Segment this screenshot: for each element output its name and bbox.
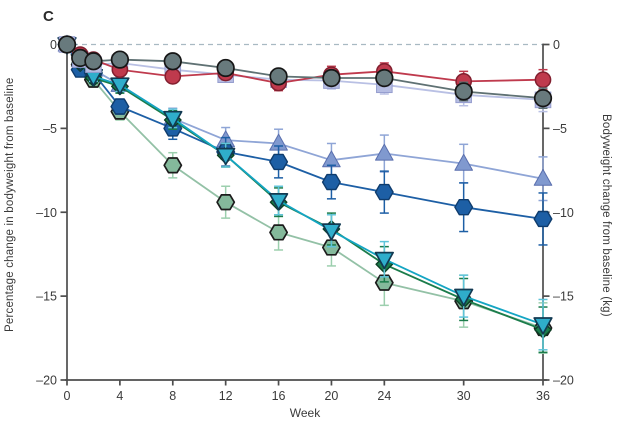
x-axis-tick-label: 8 <box>169 389 176 403</box>
marker-triangle-down <box>163 110 183 129</box>
marker-circle <box>322 68 341 88</box>
marker-triangle-down <box>268 193 289 211</box>
series-gray-circle-error-bars <box>62 42 548 109</box>
series-darkblue-hexagon <box>57 36 553 246</box>
y-axis-tick-label: –10 <box>36 206 57 220</box>
marker-triangle-down <box>321 223 342 241</box>
marker-triangle-down <box>374 251 394 270</box>
series-teal-triangle-down-line <box>66 43 544 326</box>
y-axis-tick-label: –15 <box>36 290 57 304</box>
series-darkblue-hexagon-line <box>66 43 544 220</box>
marker-triangle-up <box>375 143 394 161</box>
x-axis-tick-label: 24 <box>377 389 391 403</box>
x-axis-label: Week <box>289 406 321 420</box>
marker-hexagon <box>163 157 183 174</box>
series-lavender-square <box>58 36 552 113</box>
marker-hexagon <box>110 98 130 115</box>
x-axis-tick-label: 36 <box>536 389 550 403</box>
marker-triangle-up <box>454 153 473 171</box>
series-teal-triangle-down <box>57 37 553 351</box>
marker-circle <box>216 58 235 78</box>
marker-hexagon <box>374 274 394 291</box>
series-green-hexagon-error-bars <box>62 42 548 354</box>
series-teal-triangle-down-markers <box>57 37 553 335</box>
marker-circle <box>84 52 103 71</box>
marker-triangle-down <box>216 147 236 166</box>
y-axis-tick-label: 0 <box>50 38 57 52</box>
marker-hexagon <box>269 153 289 171</box>
panel-label: C <box>43 8 54 25</box>
marker-circle <box>533 89 553 108</box>
marker-hexagon <box>374 183 394 201</box>
marker-triangle-down <box>454 288 474 307</box>
series-darkgreen-diamond <box>58 35 552 354</box>
marker-circle <box>375 68 394 88</box>
series-green-hexagon <box>57 36 553 354</box>
x-axis-tick-label: 4 <box>116 389 123 403</box>
y-axis-right-tick-label: 0 <box>553 38 560 52</box>
series-lightblue-triangle-up-error-bars <box>62 42 548 202</box>
x-axis-tick-label: 0 <box>64 389 71 403</box>
marker-hexagon <box>533 210 553 228</box>
y-axis-right-tick-label: –10 <box>553 206 574 220</box>
x-axis-tick-label: 20 <box>324 389 338 403</box>
y-axis-right-tick-label: –20 <box>553 374 574 388</box>
y-axis-tick-label: –20 <box>36 374 57 388</box>
marker-hexagon <box>321 239 341 256</box>
series-lightblue-triangle-up-markers <box>57 34 553 186</box>
marker-triangle-down <box>533 317 553 335</box>
y-axis-right-tick-label: –5 <box>553 122 567 136</box>
x-axis-tick-label: 16 <box>272 389 286 403</box>
y-axis-tick-label: –5 <box>43 122 57 136</box>
series-gray-circle-markers <box>57 35 553 108</box>
marker-circle <box>269 67 288 86</box>
series-red-circle-error-bars <box>62 42 548 93</box>
series-gray-circle <box>57 35 553 109</box>
marker-circle <box>164 68 182 85</box>
marker-triangle-down <box>110 77 130 95</box>
x-axis-tick-label: 12 <box>219 389 233 403</box>
marker-hexagon <box>216 194 236 211</box>
marker-circle <box>534 71 552 89</box>
marker-hexagon <box>269 224 289 241</box>
marker-hexagon <box>454 198 474 216</box>
marker-hexagon <box>321 173 341 191</box>
marker-circle <box>57 35 77 54</box>
y-axis-right-label: Bodyweight change from baseline (kg) <box>600 113 612 317</box>
x-axis-tick-label: 30 <box>457 389 471 403</box>
series-darkgreen-diamond-error-bars <box>62 42 548 354</box>
marker-triangle-up <box>533 169 553 186</box>
marker-circle <box>110 50 130 69</box>
marker-circle <box>163 52 182 71</box>
marker-circle <box>454 82 473 101</box>
y-axis-right-tick-label: –15 <box>553 290 574 304</box>
